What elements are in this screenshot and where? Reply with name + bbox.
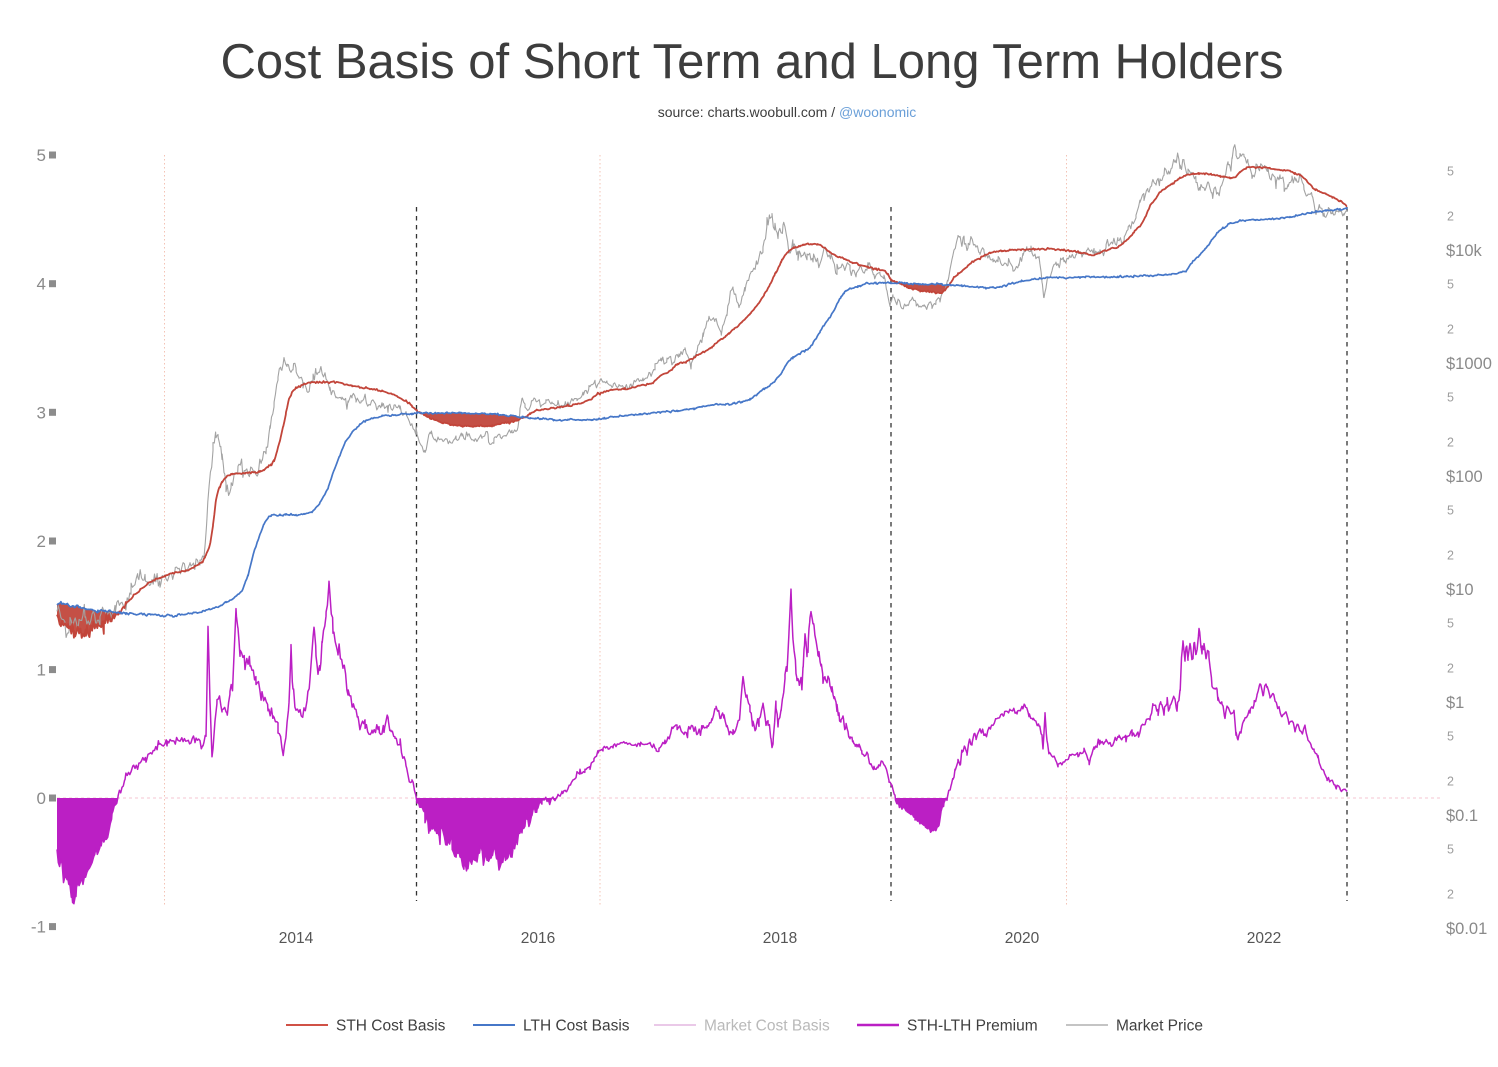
svg-text:2014: 2014	[279, 930, 314, 947]
svg-text:3: 3	[37, 403, 46, 422]
svg-text:2: 2	[1447, 662, 1454, 676]
svg-text:4: 4	[37, 275, 46, 294]
svg-text:5: 5	[1447, 390, 1454, 404]
svg-text:5: 5	[1447, 277, 1454, 291]
svg-text:2: 2	[37, 532, 46, 551]
svg-text:5: 5	[1447, 165, 1454, 179]
svg-text:2: 2	[1447, 323, 1454, 337]
svg-text:source: charts.woobull.com / @: source: charts.woobull.com / @woonomic	[658, 104, 917, 120]
svg-text:5: 5	[37, 146, 46, 165]
svg-text:2016: 2016	[521, 930, 555, 947]
svg-text:$1000: $1000	[1446, 355, 1492, 373]
svg-text:2: 2	[1447, 436, 1454, 450]
svg-text:LTH Cost Basis: LTH Cost Basis	[523, 1018, 630, 1035]
svg-text:5: 5	[1447, 503, 1454, 517]
svg-text:$100: $100	[1446, 468, 1483, 486]
svg-text:STH Cost Basis: STH Cost Basis	[336, 1018, 446, 1035]
svg-text:$0.1: $0.1	[1446, 807, 1478, 825]
svg-text:2: 2	[1447, 775, 1454, 789]
svg-text:STH-LTH Premium: STH-LTH Premium	[907, 1018, 1038, 1035]
svg-text:Market Cost Basis: Market Cost Basis	[704, 1018, 830, 1035]
svg-text:5: 5	[1447, 729, 1454, 743]
svg-text:2: 2	[1447, 888, 1454, 902]
svg-text:Market Price: Market Price	[1116, 1018, 1203, 1035]
svg-text:Cost Basis of Short Term and L: Cost Basis of Short Term and Long Term H…	[220, 35, 1283, 89]
svg-text:$10k: $10k	[1446, 242, 1483, 260]
svg-text:$0.01: $0.01	[1446, 920, 1487, 938]
svg-text:5: 5	[1447, 616, 1454, 630]
svg-text:2022: 2022	[1247, 930, 1281, 947]
svg-text:$10: $10	[1446, 581, 1474, 599]
svg-text:5: 5	[1447, 842, 1454, 856]
svg-text:2: 2	[1447, 210, 1454, 224]
svg-text:-1: -1	[31, 918, 46, 937]
svg-text:2: 2	[1447, 549, 1454, 563]
svg-text:2018: 2018	[763, 930, 797, 947]
svg-text:1: 1	[37, 661, 46, 680]
svg-text:0: 0	[37, 789, 46, 808]
svg-text:$1: $1	[1446, 694, 1464, 712]
svg-text:2020: 2020	[1005, 930, 1040, 947]
